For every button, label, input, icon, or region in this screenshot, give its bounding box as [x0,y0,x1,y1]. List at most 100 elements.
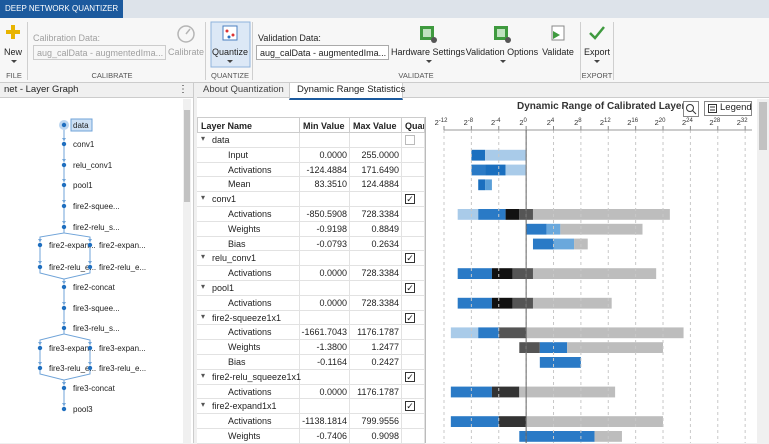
range-cell [526,224,547,235]
graph-edge [40,227,64,242]
x-tick-label: 20 [519,118,527,127]
edge-arrow [62,382,66,385]
range-cell [519,342,540,353]
graph-node-label: fire2-squee... [73,202,120,211]
graph-node-label: relu_conv1 [73,161,113,170]
x-tick-label: 228 [709,118,721,127]
edge-arrow [38,239,42,242]
range-cell [560,224,642,235]
graph-node-label: fire2-concat [73,283,116,292]
graph-node-label: data [73,121,89,130]
x-tick-label: 2-4 [491,118,501,127]
x-tick-label: 24 [547,118,555,127]
graph-node-label: fire2-relu_e... [99,263,146,272]
range-cell [499,327,526,338]
range-cell [492,268,513,279]
graph-node [62,204,66,208]
range-cell [499,416,526,427]
graph-node-label: fire3-expan... [99,344,146,353]
graph-node [62,306,66,310]
range-cell [506,209,520,220]
range-cell [554,239,575,250]
tick-exponent: -4 [495,118,501,124]
tick-exponent: 16 [631,118,638,124]
range-cell [458,209,479,220]
range-cell [458,268,492,279]
graph-node [62,386,66,390]
graph-node-label: fire3-concat [73,384,116,393]
range-cell [451,416,499,427]
tick-exponent: -12 [439,118,448,124]
graph-node [88,243,92,247]
graph-node [88,265,92,269]
graph-node [62,183,66,187]
x-tick-label: 216 [627,118,639,127]
tick-exponent: 32 [741,118,748,124]
range-cell [471,165,485,176]
edge-arrow [62,302,66,305]
range-cell [492,298,513,309]
graph-node-label: conv1 [73,140,95,149]
graph-node [62,225,66,229]
x-tick-label: 224 [682,118,694,127]
edge-arrow [62,138,66,141]
edge-arrow [38,342,42,345]
range-cell [451,327,478,338]
range-cell [519,387,615,398]
range-cell [458,298,492,309]
graph-node [62,123,66,127]
edge-arrow [38,261,42,264]
edge-arrow [38,362,42,365]
range-cell [567,342,663,353]
tick-exponent: 24 [686,118,693,124]
graph-node-label: fire2-relu_s... [73,223,120,232]
edge-arrow [62,403,66,406]
tick-exponent: 12 [604,118,611,124]
edge-arrow [62,281,66,284]
graph-node [62,142,66,146]
graph-node [62,163,66,167]
range-cell [506,165,527,176]
graph-node [62,326,66,330]
range-cell [533,298,612,309]
range-cell [512,268,533,279]
graph-node-label: pool1 [73,181,93,190]
tick-exponent: 8 [578,118,582,124]
tick-exponent: 28 [714,118,721,124]
range-cell [471,150,485,161]
graph-node [62,285,66,289]
range-cell [533,239,554,250]
graph-node [38,265,42,269]
tick-exponent: -8 [468,118,474,124]
x-tick-label: 28 [574,118,582,127]
range-cell [485,165,506,176]
tick-exponent: 4 [551,118,555,124]
tick-exponent: 20 [659,118,666,124]
range-cell [526,327,683,338]
graph-node [38,243,42,247]
x-tick-label: 2-8 [464,118,474,127]
graph-node [88,346,92,350]
edge-arrow [62,159,66,162]
range-cell [485,179,492,190]
edge-arrow [62,200,66,203]
range-cell [519,431,594,442]
edge-arrow [62,322,66,325]
graph-node-label: fire3-relu_s... [73,324,120,333]
graph-node [38,346,42,350]
x-tick-label: 212 [600,118,612,127]
range-cell [492,387,519,398]
range-cell [540,357,581,368]
graph-node-label: fire3-relu_e... [99,364,146,373]
range-cell [485,150,526,161]
edge-arrow [62,221,66,224]
graph-node [88,366,92,370]
graph-node-label: fire3-squee... [73,304,120,313]
graph-node-label: fire2-expan... [99,241,146,250]
x-tick-label: 220 [655,118,667,127]
range-cell [478,209,505,220]
range-cell [478,179,485,190]
edge-arrow [62,179,66,182]
